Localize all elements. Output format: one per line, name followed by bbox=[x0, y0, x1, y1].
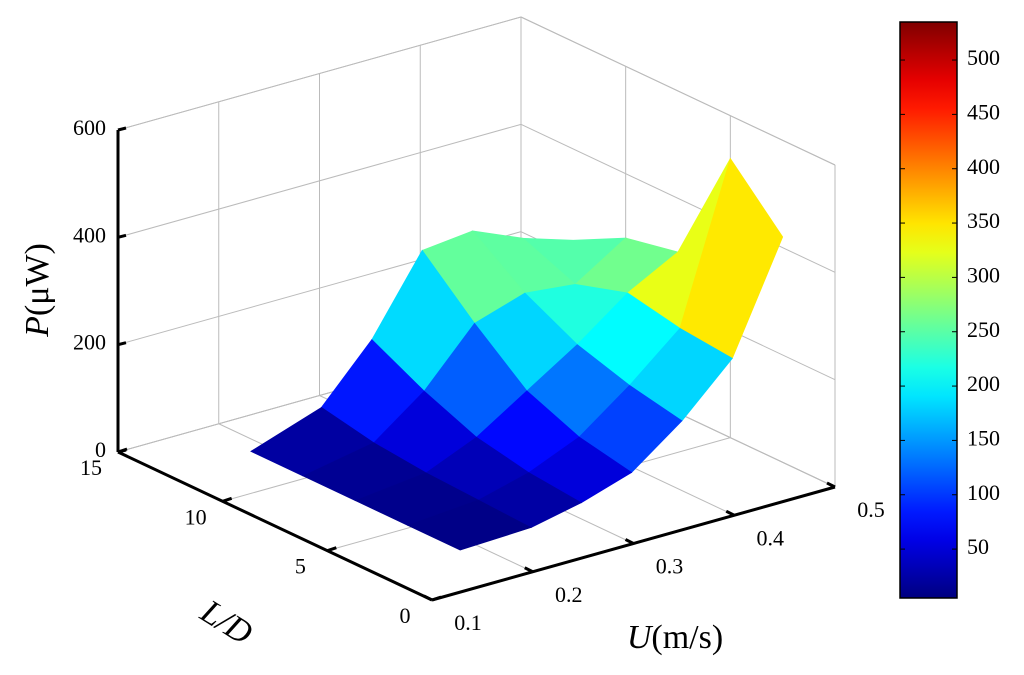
y-tick bbox=[117, 447, 128, 454]
colorbar-tick-label: 200 bbox=[967, 371, 1000, 396]
z-tick-label: 600 bbox=[73, 115, 106, 140]
colorbar-tick-label: 250 bbox=[967, 317, 1000, 342]
grid-line bbox=[520, 123, 836, 273]
z-tick bbox=[117, 233, 127, 239]
y-tick bbox=[222, 496, 233, 503]
colorbar-tick-label: 50 bbox=[967, 534, 989, 559]
y-tick bbox=[326, 546, 337, 553]
colorbar-fill bbox=[899, 21, 958, 599]
colorbar-tick-label: 300 bbox=[967, 262, 1000, 287]
x-tick bbox=[624, 538, 635, 545]
y-tick-label: 10 bbox=[185, 504, 207, 529]
z-label-var: P bbox=[19, 316, 56, 338]
grid-line bbox=[520, 16, 836, 166]
y-tick-label: 15 bbox=[80, 455, 102, 480]
x-tick bbox=[423, 594, 433, 602]
z-tick-label: 400 bbox=[73, 222, 106, 247]
axes: 0 200 400 600 0 5 10 15 0.1 0.2 0.3 0.4 0.5 bbox=[73, 115, 885, 635]
z-tick bbox=[117, 341, 127, 347]
x-axis-label: U(m/s) bbox=[627, 619, 723, 656]
colorbar-tick-label: 400 bbox=[967, 154, 1000, 179]
z-tick-label: 0 bbox=[95, 437, 106, 462]
surface-patch bbox=[406, 499, 532, 551]
x-tick bbox=[725, 509, 735, 517]
y-tick-label: 5 bbox=[295, 554, 306, 579]
colorbar-tick-label: 450 bbox=[967, 99, 1000, 124]
x-label-unit: (m/s) bbox=[651, 619, 723, 656]
z-label-unit: (μW) bbox=[19, 243, 56, 316]
colorbar-tick-label: 350 bbox=[967, 208, 1000, 233]
z-tick bbox=[117, 126, 127, 132]
y-axis-label: L/D bbox=[193, 592, 259, 652]
z-tick-label: 200 bbox=[73, 330, 106, 355]
x-tick bbox=[524, 566, 534, 574]
x-tick-label: 0.2 bbox=[555, 582, 583, 607]
colorbar-tick-label: 500 bbox=[967, 45, 1000, 70]
x-tick-label: 0.4 bbox=[757, 525, 785, 550]
x-tick-label: 0.5 bbox=[857, 497, 885, 522]
grid-line bbox=[117, 16, 522, 131]
x-tick-label: 0.1 bbox=[454, 610, 482, 635]
y-axis bbox=[117, 450, 433, 602]
colorbar-tick-label: 150 bbox=[967, 425, 1000, 450]
y-tick bbox=[431, 595, 442, 602]
x-tick bbox=[826, 481, 836, 489]
x-label-var: U bbox=[627, 619, 654, 656]
surface bbox=[250, 157, 784, 551]
x-tick-label: 0.3 bbox=[656, 554, 684, 579]
y-tick-label: 0 bbox=[400, 603, 411, 628]
z-axis-label: P(μW) bbox=[19, 243, 56, 338]
colorbar-tick-label: 100 bbox=[967, 480, 1000, 505]
grid-line bbox=[117, 123, 522, 238]
colorbar: 50 100 150 200 250 300 350 400 450 500 bbox=[899, 21, 1000, 599]
